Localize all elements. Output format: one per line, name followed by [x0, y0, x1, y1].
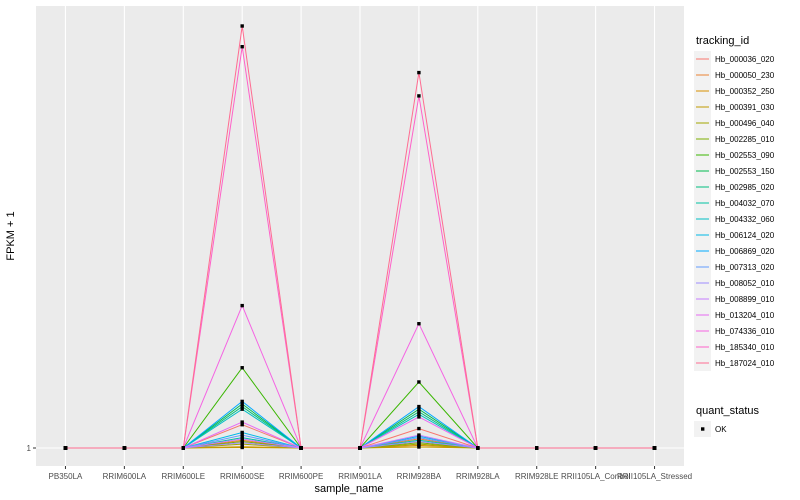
x-axis-title: sample_name [314, 483, 383, 495]
data-point [417, 404, 421, 409]
data-point [535, 446, 539, 450]
x-tick-label: RRIM600LE [161, 472, 205, 481]
shape-legend: quant_status OK [694, 405, 759, 437]
data-point [240, 404, 244, 409]
data-point [240, 45, 244, 49]
data-point [417, 415, 421, 419]
data-point [593, 446, 598, 450]
legend-label: Hb_000391_030 [715, 103, 775, 112]
x-tick-label: RRIM928LE [515, 472, 559, 481]
data-point [417, 445, 421, 449]
data-point [417, 433, 421, 437]
x-tick-label: RRIM901LA [338, 472, 382, 481]
x-tick-label: RRIM928BA [397, 472, 442, 481]
legend-label: Hb_013204_010 [715, 311, 775, 320]
data-point [652, 446, 657, 450]
data-point [240, 407, 244, 411]
data-point [417, 94, 421, 98]
data-point [417, 426, 421, 431]
x-tick-label: RRIM600LA [103, 472, 147, 481]
data-point [358, 446, 362, 450]
data-point [240, 24, 244, 28]
legend-label: OK [715, 425, 727, 434]
x-tick-label: RRIM600SE [220, 472, 264, 481]
legend-label: Hb_002553_150 [715, 167, 775, 176]
legend-label: Hb_000050_230 [715, 71, 775, 80]
data-point [240, 437, 244, 441]
x-tick-label: RRIM600PE [279, 472, 323, 481]
data-point [417, 70, 421, 75]
data-point [417, 410, 421, 414]
x-tick-label: RRII105LA_Stressed [617, 472, 692, 481]
legend-label: Hb_008899_010 [715, 295, 775, 304]
legend-label: Hb_000496_040 [715, 119, 775, 128]
y-axis: 1 [27, 444, 36, 453]
y-tick-label: 1 [27, 444, 32, 453]
data-point [240, 366, 244, 370]
data-point [240, 430, 244, 435]
data-point [240, 441, 244, 445]
legend-label: Hb_000352_250 [715, 87, 775, 96]
data-point [240, 420, 244, 424]
data-point [417, 412, 421, 417]
data-point [240, 422, 244, 427]
legend-label: Hb_002553_090 [715, 151, 775, 160]
legend-label: Hb_006869_020 [715, 247, 775, 256]
data-point [417, 439, 421, 444]
legend-label: Hb_074336_010 [715, 327, 775, 336]
x-tick-label: PB350LA [49, 472, 83, 481]
data-point [240, 445, 244, 450]
data-point [417, 407, 421, 411]
data-point [181, 446, 185, 450]
data-point [417, 322, 421, 326]
x-tick-label: RRIM928LA [456, 472, 500, 481]
y-axis-title: FPKM + 1 [5, 211, 17, 260]
legend-label: Hb_007313_020 [715, 263, 775, 272]
legend-label: Hb_004032_070 [715, 199, 775, 208]
data-point [417, 380, 421, 384]
legend-label: Hb_185340_010 [715, 343, 775, 352]
x-tick-label: RRII105LA_Control [561, 472, 631, 481]
data-points [63, 24, 657, 450]
legend-label: Hb_008052_010 [715, 279, 775, 288]
legend-label: Hb_002985_020 [715, 183, 775, 192]
data-point [240, 433, 244, 437]
legend-label: Hb_002285_010 [715, 135, 775, 144]
legend-point-icon [701, 427, 705, 431]
color-legend: tracking_id Hb_000036_020 Hb_000050_230 Hb_… [694, 35, 775, 371]
data-point [240, 399, 244, 404]
x-axis: PB350LA RRIM600LA RRIM600LE RRIM600SE RRIM60… [49, 466, 692, 481]
legend-title: tracking_id [696, 35, 749, 47]
data-point [417, 435, 421, 440]
legend-title: quant_status [696, 405, 759, 417]
data-point [122, 446, 127, 450]
legend-label: Hb_006124_020 [715, 231, 775, 240]
legend-label: Hb_187024_010 [715, 359, 775, 368]
data-point [240, 402, 244, 406]
legend-label: Hb_004332_060 [715, 215, 775, 224]
data-point [299, 446, 303, 450]
data-point [63, 446, 68, 450]
data-point [240, 303, 244, 308]
data-point [476, 446, 480, 450]
legend-label: Hb_000036_020 [715, 55, 775, 64]
